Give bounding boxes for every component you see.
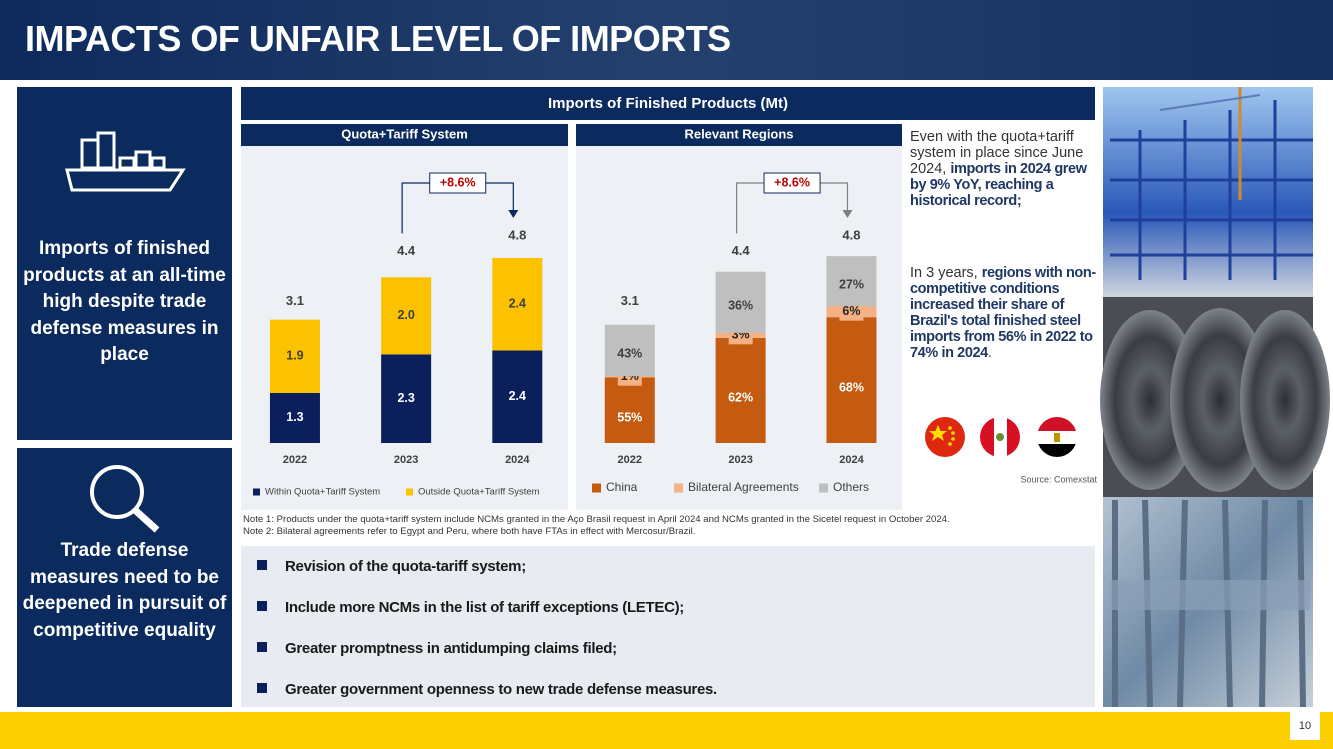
legend-label: Others (833, 480, 869, 494)
data-label: 1.9 (286, 349, 303, 363)
bar-segment (604, 324, 655, 377)
side-text: In 3 years, (910, 265, 982, 281)
data-label: 2.0 (397, 308, 414, 322)
bar-segment (715, 271, 766, 333)
panel-title: Imports of Finished Products (Mt) (548, 95, 788, 112)
data-label: 1.3 (286, 410, 303, 424)
source: Source: Comexstat (1020, 474, 1097, 484)
side-highlight: regions with non-competitive conditions … (910, 265, 1096, 361)
legend-label: China (606, 480, 638, 494)
arrow-head (508, 210, 519, 218)
annotation: +8.6% (774, 175, 810, 189)
photo-rebar (1103, 497, 1313, 708)
note: Note 1: Products under the quota+tariff … (243, 514, 950, 525)
bar-segment (269, 319, 320, 393)
photo-construction (1103, 87, 1313, 297)
slide-title: IMPACTS OF UNFAIR LEVEL OF IMPORTS (25, 18, 731, 59)
data-label: 27% (839, 277, 864, 291)
data-label: 36% (728, 299, 753, 313)
page-number: 10 (1299, 720, 1311, 732)
x-tick-label: 2023 (728, 454, 752, 466)
bar-segment (381, 354, 432, 443)
chart-title: Relevant Regions (684, 126, 793, 141)
annotation-box (763, 172, 821, 194)
notes: Note 1: Products under the quota+tariff … (243, 514, 950, 537)
legend-label: Outside Quota+Tariff System (418, 487, 540, 498)
side-paragraph: In 3 years, regions with non-competitive… (910, 265, 1098, 361)
side-highlight: imports in 2024 grew by 9% YoY, reaching… (910, 161, 1087, 209)
data-label: 55% (617, 410, 642, 424)
magnifier-icon (90, 465, 160, 533)
total-label: 4.8 (508, 227, 526, 242)
total-label: 4.4 (732, 243, 751, 258)
x-tick-label: 2022 (283, 454, 307, 466)
chart-header (576, 124, 902, 146)
legend-swatch (819, 483, 828, 493)
bar-segment (269, 392, 320, 443)
annotation: +8.6% (440, 175, 476, 189)
bar-segment (492, 350, 543, 443)
left-panel (17, 87, 232, 440)
bar-segment (715, 337, 766, 443)
bar-segment (381, 277, 432, 355)
label-box (839, 302, 864, 321)
side-text: Even with the quota+tariff system in pla… (910, 129, 1084, 177)
page-number-box (1290, 712, 1320, 740)
arrow-head (842, 210, 853, 218)
bullet: Revision of the quota-tariff system; (257, 558, 526, 575)
bar-segment (604, 377, 655, 443)
legend-label: Bilateral Agreements (688, 480, 799, 494)
flag-china (925, 417, 965, 457)
chart-header (241, 124, 568, 146)
panel-title-bar (241, 87, 1095, 120)
legend-swatch (406, 488, 413, 496)
data-label: 62% (728, 391, 753, 405)
x-tick-label: 2022 (618, 454, 642, 466)
panel-text: Imports of finished products at an all-t… (23, 238, 226, 365)
total-label: 3.1 (286, 293, 304, 308)
x-tick-label: 2023 (394, 454, 418, 466)
annotation-box (429, 172, 487, 194)
bar-segment (826, 256, 877, 307)
flag-peru (980, 417, 1020, 457)
panel-text: Trade defense measures need to be deepen… (22, 540, 227, 641)
footer-band (0, 712, 1333, 749)
legend-swatch (253, 488, 260, 496)
header-rule (0, 80, 1333, 83)
bullet: Include more NCMs in the list of tariff … (257, 599, 684, 616)
legend-swatch (592, 483, 601, 493)
data-label: 2.4 (509, 297, 526, 311)
data-label: 68% (839, 380, 864, 394)
photo-coils (1100, 297, 1330, 497)
x-tick-label: 2024 (839, 454, 864, 466)
total-label: 3.1 (621, 293, 639, 308)
legend-swatch (674, 483, 683, 493)
total-label: 4.4 (397, 243, 416, 258)
flag-egypt (1037, 417, 1077, 457)
total-label: 4.8 (842, 227, 860, 242)
bar-segment (492, 258, 543, 351)
note: Note 2: Bilateral agreements refer to Eg… (243, 525, 696, 537)
data-label: 2.4 (509, 389, 526, 403)
data-label: 6% (842, 304, 860, 318)
left-panel (17, 448, 232, 707)
side-text: . (987, 345, 992, 361)
chart-title: Quota+Tariff System (341, 126, 468, 141)
data-label: 2.3 (397, 391, 414, 405)
side-paragraph: Even with the quota+tariff system in pla… (910, 129, 1098, 209)
bullet: Greater government openness to new trade… (257, 681, 717, 698)
x-tick-label: 2024 (505, 454, 530, 466)
header-band (0, 0, 1333, 80)
bullet: Greater promptness in antidumping claims… (257, 640, 617, 657)
ship-icon (65, 131, 186, 192)
bar-segment (826, 317, 877, 443)
data-label: 43% (617, 347, 642, 361)
legend-label: Within Quota+Tariff System (265, 487, 380, 498)
